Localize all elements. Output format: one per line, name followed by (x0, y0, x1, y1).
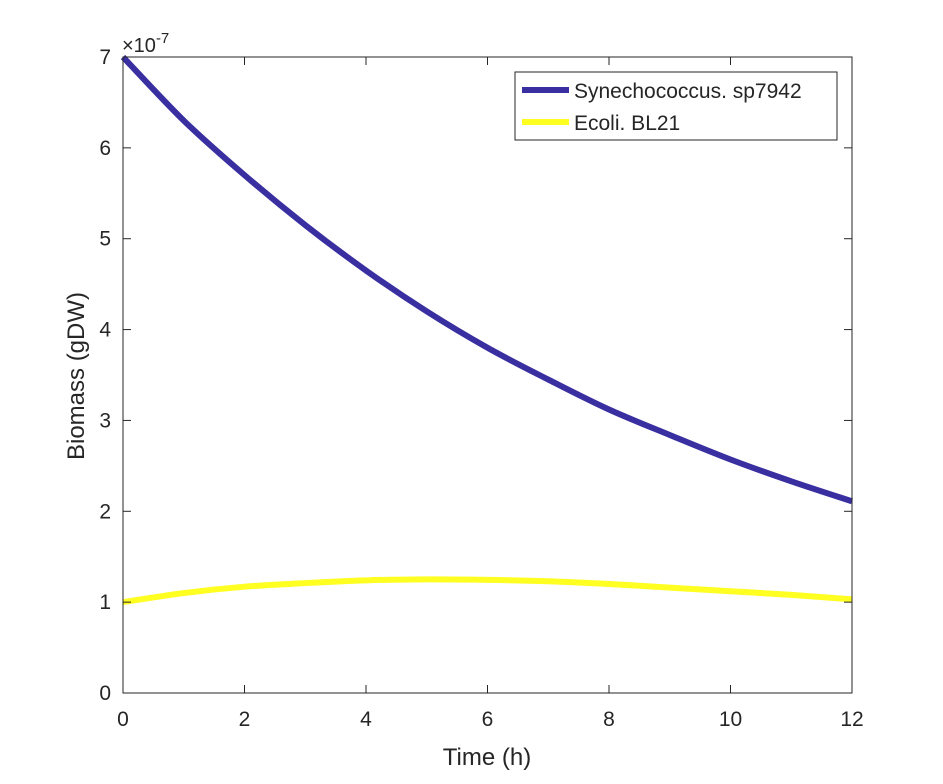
y-tick-label: 6 (99, 137, 111, 160)
y-axis-exponent-power: -7 (156, 30, 169, 47)
y-tick-label: 7 (99, 46, 111, 69)
y-tick-label: 3 (99, 409, 111, 432)
x-tick-label: 0 (117, 708, 129, 731)
x-tick-label: 6 (482, 708, 494, 731)
x-tick-label: 4 (360, 708, 372, 731)
y-tick-label: 1 (99, 591, 111, 614)
x-tick-label: 12 (840, 708, 863, 731)
series-layer (120, 54, 853, 606)
y-axis-exponent: ×10-7 (122, 30, 169, 57)
legend: Synechococcus. sp7942 Ecoli. BL21 (514, 71, 838, 141)
series-line-ecoli (122, 576, 853, 606)
x-tick-label: 10 (719, 708, 742, 731)
legend-box (514, 71, 838, 141)
x-tick-label: 2 (239, 708, 251, 731)
y-tick-label: 2 (99, 500, 111, 523)
series-line-synechococcus (120, 54, 853, 505)
plot-area (123, 57, 852, 693)
y-axis-label: Biomass (gDW) (63, 292, 90, 460)
y-tick-label: 4 (99, 319, 111, 342)
x-tick-label: 8 (603, 708, 615, 731)
legend-label-synechococcus: Synechococcus. sp7942 (574, 80, 802, 103)
x-axis-label: Time (h) (443, 744, 531, 771)
legend-label-ecoli: Ecoli. BL21 (574, 112, 680, 135)
y-tick-label: 5 (99, 228, 111, 251)
y-tick-label: 0 (99, 682, 111, 705)
plot-background (123, 57, 852, 693)
